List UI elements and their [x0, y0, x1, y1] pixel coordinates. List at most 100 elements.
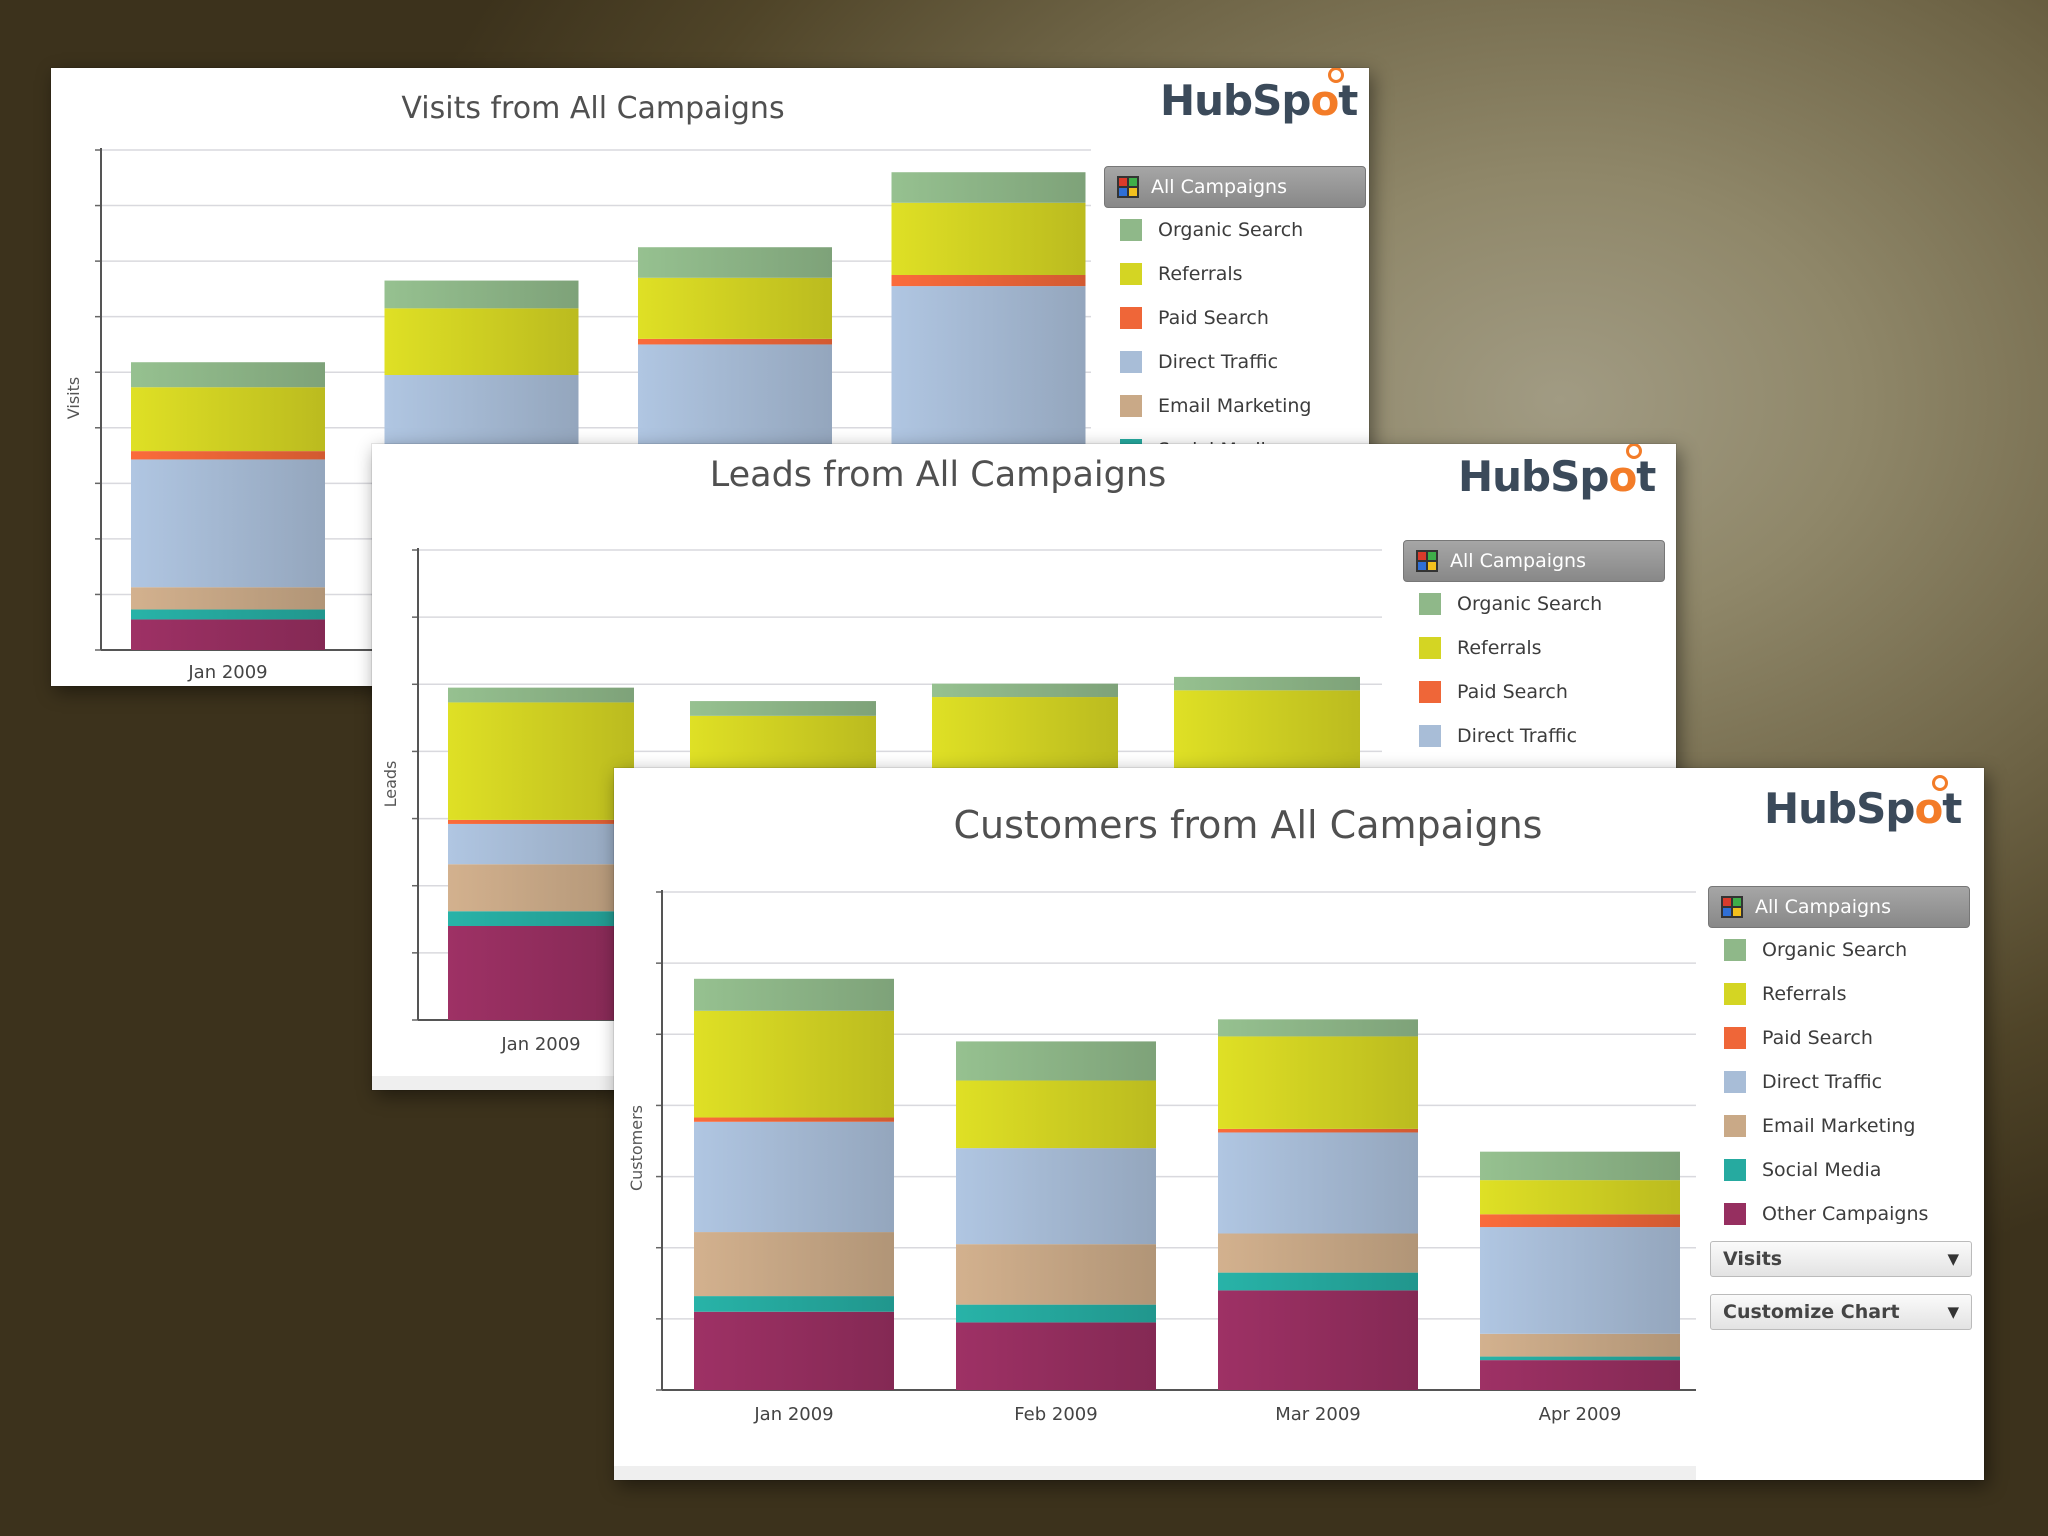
legend-swatch: [1724, 1203, 1746, 1225]
chart-title: Visits from All Campaigns: [401, 91, 784, 126]
legend-item-paid-search[interactable]: Paid Search: [1104, 296, 1366, 340]
x-tick-label: Jan 2009: [500, 1034, 580, 1055]
legend-label: Direct Traffic: [1762, 1071, 1883, 1093]
bar-mar-2009-paid-search[interactable]: [1218, 1128, 1418, 1133]
legend-item-organic-search[interactable]: Organic Search: [1403, 582, 1665, 626]
bar-apr-2009-organic-search[interactable]: [1174, 676, 1360, 691]
bar-mar-2009-referrals[interactable]: [638, 277, 832, 339]
bar-feb-2009-organic-search[interactable]: [384, 280, 579, 309]
legend-item-social-media[interactable]: Social Media: [1708, 1148, 1970, 1192]
customers-chart: Customers from All Campaigns Customers Jan…: [627, 803, 1696, 1425]
bar-mar-2009-email-marketing[interactable]: [1218, 1233, 1418, 1273]
bar-apr-2009-social-media[interactable]: [1480, 1356, 1680, 1361]
legend-item-paid-search[interactable]: Paid Search: [1403, 670, 1665, 714]
legend-label: Email Marketing: [1158, 395, 1312, 417]
bar-jan-2009-other-campaigns[interactable]: [131, 619, 325, 650]
bar-apr-2009-organic-search[interactable]: [891, 172, 1086, 203]
all-campaigns-button[interactable]: All Campaigns: [1708, 886, 1970, 928]
bar-mar-2009-organic-search[interactable]: [638, 247, 832, 278]
hubspot-logo: HubSpot: [1764, 784, 1962, 833]
bar-apr-2009-email-marketing[interactable]: [1480, 1333, 1680, 1357]
legend-swatch: [1120, 263, 1142, 285]
bar-feb-2009-organic-search[interactable]: [690, 701, 876, 716]
x-tick-label: Feb 2009: [1014, 1404, 1097, 1425]
bar-feb-2009-direct-traffic[interactable]: [956, 1148, 1156, 1245]
bar-jan-2009-email-marketing[interactable]: [131, 587, 325, 610]
bar-feb-2009-organic-search[interactable]: [956, 1041, 1156, 1081]
bar-jan-2009-paid-search[interactable]: [448, 819, 634, 824]
legend-item-direct-traffic[interactable]: Direct Traffic: [1104, 340, 1366, 384]
grid-icon: [1117, 176, 1139, 198]
legend-item-referrals[interactable]: Referrals: [1403, 626, 1665, 670]
all-campaigns-label: All Campaigns: [1755, 896, 1891, 918]
bar-apr-2009-paid-search[interactable]: [891, 275, 1086, 287]
legend-label: Direct Traffic: [1158, 351, 1279, 373]
customers-chart-panel: Customers from All Campaigns Customers Jan…: [614, 768, 1984, 1480]
bar-mar-2009-other-campaigns[interactable]: [1218, 1290, 1418, 1390]
legend-item-organic-search[interactable]: Organic Search: [1708, 928, 1970, 972]
bar-jan-2009-email-marketing[interactable]: [448, 864, 634, 912]
legend-item-organic-search[interactable]: Organic Search: [1104, 208, 1366, 252]
bar-feb-2009-social-media[interactable]: [956, 1304, 1156, 1323]
bar-mar-2009-referrals[interactable]: [1218, 1036, 1418, 1129]
legend-label: Referrals: [1158, 263, 1243, 285]
legend-item-direct-traffic[interactable]: Direct Traffic: [1403, 714, 1665, 758]
legend-label: Referrals: [1762, 983, 1847, 1005]
x-tick-label: Jan 2009: [187, 662, 267, 683]
legend-item-paid-search[interactable]: Paid Search: [1708, 1016, 1970, 1060]
x-tick-label: Mar 2009: [1275, 1404, 1361, 1425]
bar-feb-2009-other-campaigns[interactable]: [956, 1322, 1156, 1390]
bar-jan-2009-other-campaigns[interactable]: [694, 1311, 894, 1390]
legend-item-referrals[interactable]: Referrals: [1104, 252, 1366, 296]
bar-jan-2009-organic-search[interactable]: [448, 687, 634, 703]
legend-item-other-campaigns[interactable]: Other Campaigns: [1708, 1192, 1970, 1236]
legend-label: Email Marketing: [1762, 1115, 1916, 1137]
y-axis-label: Visits: [64, 377, 83, 419]
grid-icon: [1721, 896, 1743, 918]
bar-mar-2009-organic-search[interactable]: [932, 683, 1118, 698]
bar-jan-2009-social-media[interactable]: [694, 1296, 894, 1312]
all-campaigns-button[interactable]: All Campaigns: [1403, 540, 1665, 582]
bar-feb-2009-email-marketing[interactable]: [956, 1244, 1156, 1305]
bar-jan-2009-referrals[interactable]: [131, 387, 325, 452]
bar-jan-2009-direct-traffic[interactable]: [131, 459, 325, 588]
bar-mar-2009-organic-search[interactable]: [1218, 1019, 1418, 1037]
bar-jan-2009-other-campaigns[interactable]: [448, 926, 634, 1020]
bar-jan-2009-organic-search[interactable]: [131, 362, 325, 388]
customize-chart-button[interactable]: Customize Chart ▼: [1710, 1294, 1972, 1330]
all-campaigns-button[interactable]: All Campaigns: [1104, 166, 1366, 208]
legend-label: Other Campaigns: [1762, 1203, 1929, 1225]
bar-jan-2009-social-media[interactable]: [131, 609, 325, 620]
bar-jan-2009-direct-traffic[interactable]: [448, 823, 634, 865]
bar-apr-2009-direct-traffic[interactable]: [1480, 1227, 1680, 1334]
all-campaigns-label: All Campaigns: [1151, 176, 1287, 198]
panel-footer: [614, 1466, 1696, 1480]
bar-jan-2009-paid-search[interactable]: [131, 451, 325, 460]
bar-apr-2009-referrals[interactable]: [1480, 1180, 1680, 1215]
bar-jan-2009-referrals[interactable]: [694, 1010, 894, 1118]
bar-apr-2009-referrals[interactable]: [891, 202, 1086, 275]
bar-jan-2009-organic-search[interactable]: [694, 978, 894, 1011]
bar-apr-2009-paid-search[interactable]: [1480, 1214, 1680, 1228]
legend-label: Organic Search: [1457, 593, 1603, 615]
bar-jan-2009-email-marketing[interactable]: [694, 1232, 894, 1297]
bar-feb-2009-referrals[interactable]: [384, 308, 579, 375]
legend-swatch: [1419, 593, 1441, 615]
bar-mar-2009-social-media[interactable]: [1218, 1272, 1418, 1291]
legend-item-email-marketing[interactable]: Email Marketing: [1104, 384, 1366, 428]
bar-apr-2009-other-campaigns[interactable]: [1480, 1360, 1680, 1390]
bar-jan-2009-direct-traffic[interactable]: [694, 1121, 894, 1233]
bar-feb-2009-referrals[interactable]: [956, 1080, 1156, 1149]
bar-mar-2009-direct-traffic[interactable]: [1218, 1132, 1418, 1234]
bar-apr-2009-organic-search[interactable]: [1480, 1151, 1680, 1181]
bar-jan-2009-social-media[interactable]: [448, 911, 634, 926]
bar-jan-2009-paid-search[interactable]: [694, 1117, 894, 1122]
legend-item-email-marketing[interactable]: Email Marketing: [1708, 1104, 1970, 1148]
customize-chart-label: Customize Chart: [1723, 1301, 1900, 1323]
bar-jan-2009-referrals[interactable]: [448, 702, 634, 820]
legend-item-referrals[interactable]: Referrals: [1708, 972, 1970, 1016]
metric-select[interactable]: Visits ▼: [1710, 1241, 1972, 1277]
bar-mar-2009-paid-search[interactable]: [638, 338, 832, 345]
legend-item-direct-traffic[interactable]: Direct Traffic: [1708, 1060, 1970, 1104]
